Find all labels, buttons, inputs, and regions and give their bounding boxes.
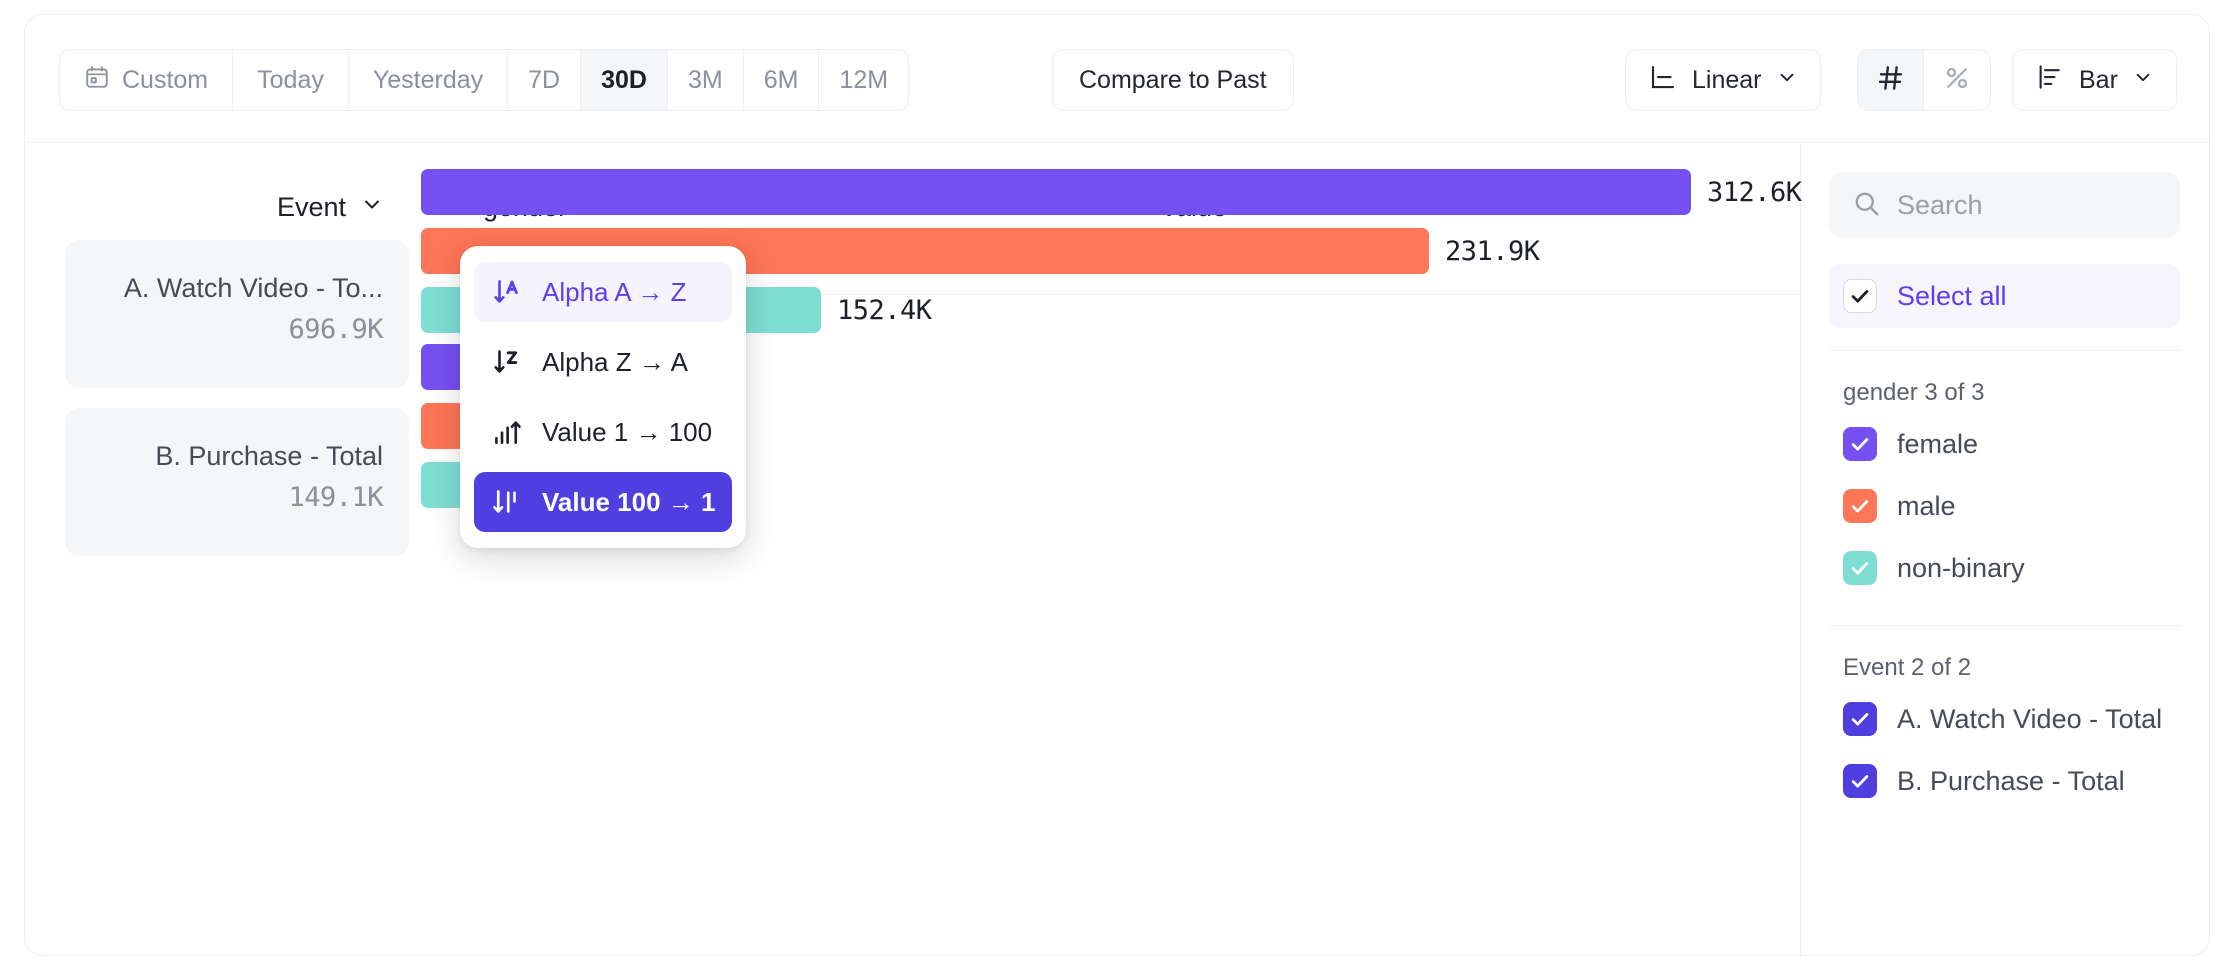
event-total: 696.9K [288, 313, 383, 345]
date-range-3m-label: 3M [687, 65, 723, 94]
percent-format-toggle[interactable] [1924, 50, 1990, 110]
analytics-card: Custom Today Yesterday 7D 30D 3M [24, 14, 2210, 956]
event-row-label-b[interactable]: B. Purchase - Total 149.1K [65, 408, 409, 556]
filter-option-male[interactable]: male [1829, 475, 2180, 537]
date-range-custom-label: Custom [122, 65, 209, 94]
filter-group-title-event: Event 2 of 2 [1843, 654, 1972, 681]
value-format-toggle-group[interactable] [1857, 49, 1991, 111]
sort-option-alpha-desc[interactable]: Alpha Z → A [474, 332, 732, 392]
bar-chart-horizontal-icon [2035, 62, 2065, 99]
chart-type-select[interactable]: Bar [2012, 49, 2177, 111]
scale-type-select[interactable]: Linear [1625, 49, 1821, 111]
filter-option-female[interactable]: female [1829, 413, 2180, 475]
sort-value-desc-icon [490, 485, 524, 519]
sort-option-alpha-desc-label: Alpha Z → A [542, 346, 688, 377]
axis-linear-icon [1648, 62, 1678, 99]
sort-dropdown-menu[interactable]: Alpha A → Z Alpha Z → A [460, 246, 746, 548]
chevron-down-icon [1776, 66, 1798, 95]
date-range-yesterday-label: Yesterday [372, 65, 484, 94]
filter-option-non-binary[interactable]: non-binary [1829, 537, 2180, 599]
filter-option-watch-video[interactable]: A. Watch Video - Total [1829, 688, 2180, 750]
chevron-down-icon [2132, 66, 2154, 95]
event-name: A. Watch Video - To... [123, 273, 383, 303]
filter-checkbox-female[interactable] [1843, 427, 1877, 461]
filter-label-non-binary: non-binary [1897, 552, 2025, 583]
sort-option-value-desc-label: Value 100 → 1 [542, 486, 716, 517]
percent-icon [1942, 63, 1972, 98]
date-range-30d[interactable]: 30D [581, 50, 668, 110]
search-icon [1851, 188, 1881, 223]
chart-group-divider [421, 294, 1801, 295]
chevron-down-icon [360, 192, 384, 223]
date-range-30d-label: 30D [601, 65, 647, 94]
filter-option-purchase[interactable]: B. Purchase - Total [1829, 750, 2180, 812]
bar-row[interactable]: 312.6K [421, 169, 1802, 215]
filter-checkbox-purchase[interactable] [1843, 764, 1877, 798]
bar-female-watch-video[interactable] [421, 169, 1691, 215]
sort-alpha-desc-icon [490, 345, 524, 379]
filter-label-male: male [1897, 490, 1956, 521]
count-format-toggle[interactable] [1858, 50, 1924, 110]
date-range-yesterday[interactable]: Yesterday [348, 50, 509, 110]
filter-label-purchase: B. Purchase - Total [1897, 765, 2125, 796]
chart-main-area: Event gender Value [25, 144, 2209, 955]
bar-value-label: 312.6K [1707, 176, 1802, 208]
sort-option-alpha-asc[interactable]: Alpha A → Z [474, 262, 732, 322]
chart-pane: Event gender Value [25, 144, 1802, 955]
filter-checkbox-watch-video[interactable] [1843, 702, 1877, 736]
select-all-checkbox[interactable] [1843, 279, 1877, 313]
bar-value-label: 152.4K [837, 294, 932, 326]
compare-to-past-label: Compare to Past [1079, 65, 1267, 94]
event-name: B. Purchase - Total [155, 441, 383, 471]
sort-option-value-asc-label: Value 1 → 100 [542, 416, 713, 447]
chart-type-label: Bar [2079, 65, 2118, 94]
date-range-custom[interactable]: Custom [60, 50, 234, 110]
select-all-row[interactable]: Select all [1829, 264, 2180, 328]
date-range-today-label: Today [257, 65, 324, 94]
sort-alpha-asc-icon [490, 275, 524, 309]
filter-checkbox-male[interactable] [1843, 489, 1877, 523]
search-input[interactable] [1897, 189, 2158, 221]
date-range-segmented-control[interactable]: Custom Today Yesterday 7D 30D 3M [59, 49, 910, 111]
filter-label-watch-video: A. Watch Video - Total [1897, 703, 2163, 734]
filter-checkbox-non-binary[interactable] [1843, 551, 1877, 585]
sort-option-value-desc[interactable]: Value 100 → 1 [474, 472, 732, 532]
compare-to-past-button[interactable]: Compare to Past [1052, 49, 1294, 111]
filter-group-title-gender: gender 3 of 3 [1843, 379, 1985, 406]
chart-toolbar: Custom Today Yesterday 7D 30D 3M [25, 15, 2209, 143]
hash-icon [1876, 63, 1906, 98]
sidebar-divider [1829, 625, 2180, 626]
column-header-event[interactable]: Event [277, 192, 384, 223]
date-range-12m[interactable]: 12M [819, 50, 909, 110]
date-range-6m[interactable]: 6M [743, 50, 820, 110]
select-all-label: Select all [1897, 280, 2007, 311]
date-range-3m[interactable]: 3M [667, 50, 744, 110]
sidebar-divider [1829, 350, 2180, 351]
date-range-today[interactable]: Today [233, 50, 349, 110]
bar-value-label: 231.9K [1445, 235, 1540, 267]
event-total: 149.1K [288, 481, 383, 513]
sort-option-alpha-asc-label: Alpha A → Z [542, 276, 687, 307]
date-range-7d[interactable]: 7D [508, 50, 582, 110]
sort-option-value-asc[interactable]: Value 1 → 100 [474, 402, 732, 462]
event-row-label-a[interactable]: A. Watch Video - To... 696.9K [65, 240, 409, 388]
filter-label-female: female [1897, 428, 1979, 459]
column-header-event-label: Event [277, 192, 347, 222]
scale-type-label: Linear [1692, 65, 1762, 94]
date-range-7d-label: 7D [528, 65, 561, 94]
date-range-12m-label: 12M [839, 65, 889, 94]
calendar-icon [84, 64, 110, 97]
search-box[interactable] [1829, 172, 2180, 238]
filter-sidebar: Select all gender 3 of 3 female male [1801, 144, 2208, 955]
sort-value-asc-icon [490, 415, 524, 449]
date-range-6m-label: 6M [763, 65, 799, 94]
